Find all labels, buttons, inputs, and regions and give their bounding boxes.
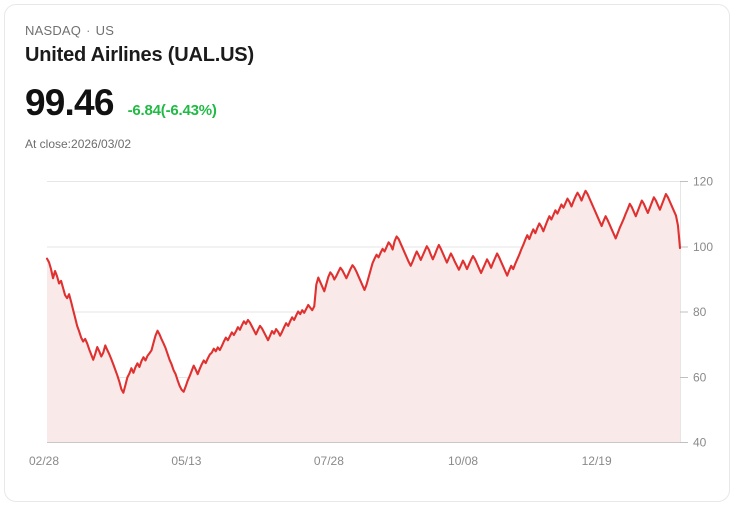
exchange-name: NASDAQ (25, 23, 82, 38)
price-area-fill (47, 190, 680, 442)
page-title: United Airlines (UAL.US) (25, 44, 254, 66)
exchange-line: NASDAQ · US (25, 23, 625, 39)
stock-quote-card: NASDAQ · US United Airlines (UAL.US) 99.46… (4, 4, 730, 502)
price-chart-svg: 120 100 80 60 40 (45, 175, 713, 450)
quote-header: NASDAQ · US United Airlines (UAL.US) 99.46… (25, 23, 625, 152)
price-row: 99.46 -6.84(-6.43%) (25, 82, 625, 124)
y-tick-label: 120 (693, 175, 713, 189)
current-price: 99.46 (25, 82, 114, 123)
price-change: -6.84(-6.43%) (127, 102, 217, 119)
price-chart[interactable]: 120 100 80 60 40 (5, 165, 729, 465)
y-tick-label: 80 (693, 305, 707, 319)
x-tick-label: 10/08 (448, 454, 479, 468)
x-tick-label: 12/19 (581, 454, 612, 468)
x-tick-label: 07/28 (313, 454, 344, 468)
x-axis-labels: 02/28 05/13 07/28 10/08 12/19 (5, 454, 729, 474)
y-tick-label: 100 (693, 240, 713, 254)
exchange-separator: · (86, 23, 91, 38)
chart-tick-marks (680, 181, 688, 443)
x-tick-label: 02/28 (29, 454, 60, 468)
market-status: At close:2026/03/02 (25, 137, 132, 151)
y-tick-label: 60 (693, 370, 707, 384)
price-line (45, 189, 682, 394)
y-axis-labels: 120 100 80 60 40 (693, 175, 713, 450)
exchange-region: US (95, 23, 115, 38)
y-tick-label: 40 (693, 436, 707, 450)
x-tick-label: 05/13 (171, 454, 202, 468)
